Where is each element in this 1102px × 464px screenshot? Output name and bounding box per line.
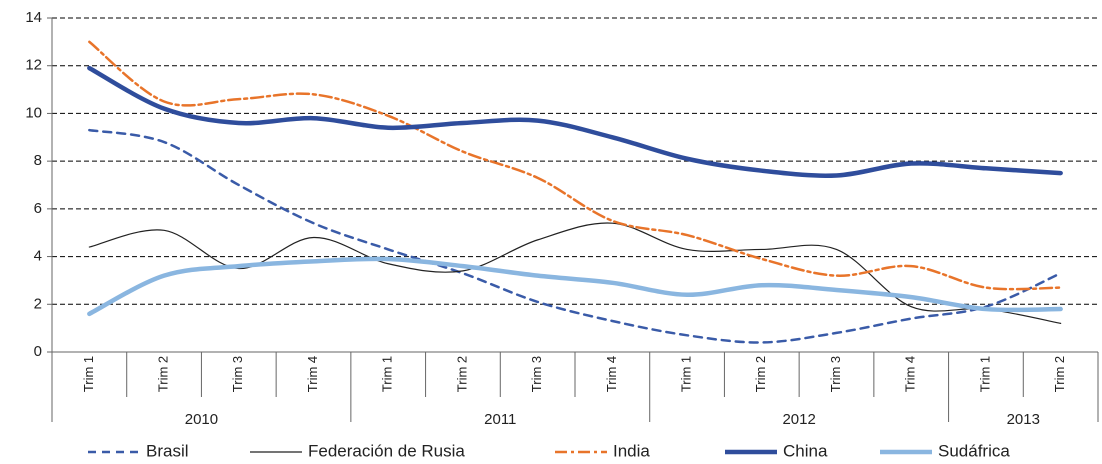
x-tick-label: Trim 2	[454, 356, 469, 392]
x-tick-label: Trim 1	[81, 356, 96, 392]
x-tick-label: Trim 1	[977, 356, 992, 392]
y-tick-label: 2	[34, 295, 42, 312]
series-line	[88, 222, 1062, 324]
x-tick-label: Trim 1	[679, 356, 694, 392]
y-tick-label: 0	[34, 343, 42, 360]
x-tick-label: Trim 3	[529, 356, 544, 392]
legend-label: Sudáfrica	[938, 441, 1010, 460]
x-tick-label: Trim 2	[156, 356, 171, 392]
legend-label: Federación de Rusia	[308, 441, 465, 460]
y-tick-label: 4	[34, 248, 42, 265]
series-line	[88, 40, 1062, 291]
group-label: 2012	[782, 411, 815, 428]
legend-label: China	[783, 441, 828, 460]
group-label: 2013	[1007, 411, 1040, 428]
y-tick-label: 14	[25, 9, 42, 26]
legend-label: Brasil	[146, 441, 189, 460]
x-tick-label: Trim 4	[305, 356, 320, 392]
x-tick-label: Trim 1	[380, 356, 395, 392]
x-tick-label: Trim 2	[753, 356, 768, 392]
x-tick-label: Trim 4	[903, 356, 918, 392]
group-label: 2011	[484, 411, 516, 428]
y-tick-label: 8	[34, 152, 42, 169]
y-tick-label: 6	[34, 200, 42, 217]
x-tick-label: Trim 2	[1052, 356, 1067, 392]
x-tick-label: Trim 3	[828, 356, 843, 392]
series-line	[87, 256, 1063, 317]
series-line	[88, 128, 1062, 344]
y-tick-label: 12	[25, 57, 42, 74]
legend-label: India	[613, 441, 650, 460]
x-tick-label: Trim 4	[604, 356, 619, 392]
y-tick-label: 10	[25, 104, 42, 121]
group-label: 2010	[185, 411, 218, 428]
series-line	[87, 65, 1063, 178]
x-tick-label: Trim 3	[230, 356, 245, 392]
